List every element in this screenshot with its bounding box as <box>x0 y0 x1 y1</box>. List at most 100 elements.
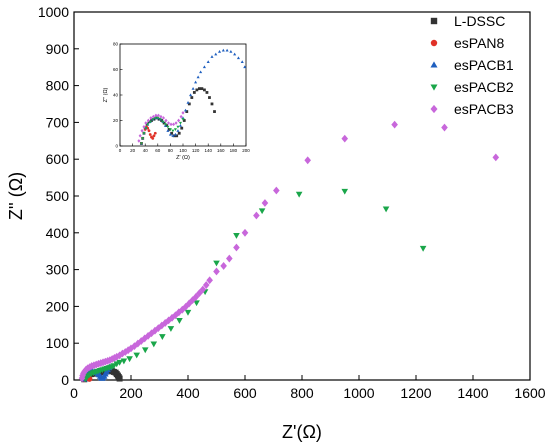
inset-y-axis-label: Z'' (Ω) <box>103 87 109 102</box>
inset-x-tick-label: 100 <box>179 148 187 153</box>
data-point <box>258 208 266 215</box>
inset-data-point <box>157 117 161 121</box>
y-tick-label: 300 <box>46 262 70 278</box>
inset-data-point <box>138 133 142 138</box>
inset-x-tick-label: 140 <box>204 148 212 153</box>
inset-data-point <box>191 87 195 90</box>
inset-data-point <box>174 121 178 125</box>
inset-frame <box>119 43 247 147</box>
x-tick-label: 1000 <box>343 385 374 401</box>
x-axis-label: Z'(Ω) <box>282 422 322 442</box>
inset-data-point <box>183 108 188 112</box>
inset-data-point <box>167 128 171 131</box>
inset-data-point <box>146 123 150 126</box>
inset-data-point <box>142 132 146 135</box>
inset-data-point <box>196 75 200 79</box>
inset-data-point <box>203 88 206 92</box>
inset-data-point <box>240 60 244 63</box>
x-tick-label: 200 <box>119 385 143 401</box>
inset-data-point <box>153 131 157 135</box>
inset-x-axis-label: Z' (Ω) <box>176 155 190 161</box>
inset-data-point <box>205 91 209 94</box>
data-point <box>341 134 349 143</box>
data-point <box>182 302 190 311</box>
inset-data-point <box>200 87 204 91</box>
inset-data-point <box>161 120 165 124</box>
inset-data-point <box>172 134 176 138</box>
inset-y-tick-label: 20 <box>113 118 119 123</box>
main-axes: 0 200 400 600 800 1000 1200 1400 160001002003004… <box>6 4 546 442</box>
inset-data-point <box>139 142 143 146</box>
inset-data-point <box>221 48 225 52</box>
data-point <box>116 351 123 360</box>
data-point <box>341 188 349 195</box>
inset-data-point <box>192 91 196 94</box>
inset-data-point <box>206 60 210 63</box>
inset-x-tick-label: 160 <box>217 148 225 153</box>
inset-y-tick-label: 80 <box>113 42 119 47</box>
data-point <box>391 120 398 129</box>
inset-data-point <box>179 114 183 119</box>
x-tick-label: 0 <box>70 385 78 401</box>
inset-data-point <box>164 118 168 123</box>
inset-data-point <box>166 121 171 125</box>
inset-data-point <box>168 132 172 136</box>
legend-entry: L-DSSC <box>454 13 505 29</box>
x-tick-label: 1400 <box>457 385 488 401</box>
inset-data-point <box>142 125 146 129</box>
inset-x-tick-label: 20 <box>130 148 136 153</box>
inset-data-point <box>177 131 181 135</box>
inset-data-point <box>140 128 144 133</box>
inset-data-point <box>152 117 156 121</box>
inset-data-point <box>210 102 214 106</box>
data-point <box>185 299 193 308</box>
data-point <box>131 342 138 351</box>
data-point <box>168 313 176 322</box>
inset-x-tick-label: 200 <box>242 148 250 153</box>
y-tick-label: 900 <box>46 41 70 57</box>
inset-data-point <box>162 121 166 125</box>
inset-data-point <box>178 121 183 125</box>
data-point <box>226 254 233 263</box>
legend-marker <box>430 17 438 25</box>
data-point <box>233 243 240 252</box>
data-point <box>273 186 280 195</box>
data-point <box>233 232 240 239</box>
data-point <box>184 309 192 316</box>
data-point <box>220 262 227 270</box>
legend-entry: esPACB3 <box>454 101 514 117</box>
legend-marker <box>430 84 438 91</box>
inset-data-point <box>213 110 216 113</box>
data-point <box>167 326 175 332</box>
inset-data-point <box>148 120 152 124</box>
inset-x-tick-label: 40 <box>143 148 149 153</box>
inset-data-point <box>176 125 180 129</box>
data-point <box>304 156 311 165</box>
inset-data-point <box>210 55 214 58</box>
inset-data-point <box>173 128 177 132</box>
inset-data-point <box>166 125 170 129</box>
data-point <box>116 375 123 382</box>
inset-data-point <box>150 119 153 122</box>
data-point <box>137 337 145 345</box>
inset-data-point <box>168 128 172 132</box>
inset-data-point <box>202 65 206 69</box>
inset-series-espacb1 <box>139 48 247 145</box>
data-point <box>241 228 249 237</box>
inset-data-point <box>171 129 175 133</box>
inset-data-point <box>214 52 218 56</box>
inset-data-point <box>159 114 163 119</box>
inset-data-point <box>176 129 180 132</box>
inset-data-point <box>233 52 237 56</box>
inset-data-point <box>178 123 183 127</box>
data-point <box>382 206 390 213</box>
series-espacb2 <box>82 188 427 383</box>
inset-data-point <box>197 87 201 91</box>
legend-marker <box>430 39 438 47</box>
inset-data-point <box>147 129 151 133</box>
inset-data-point <box>173 132 177 136</box>
inset-data-point <box>177 118 181 123</box>
y-tick-label: 600 <box>46 151 70 167</box>
data-point <box>176 317 183 324</box>
